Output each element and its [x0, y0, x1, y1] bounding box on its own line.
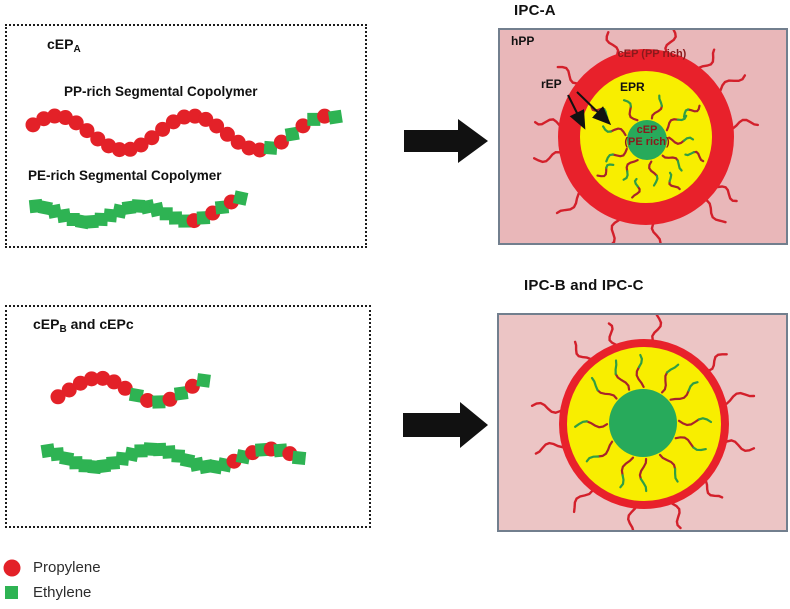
label-cep-a: cEPA	[47, 36, 81, 55]
label-cep-a-sub: A	[73, 44, 81, 55]
label-pp-rich-chain: PP-rich Segmental Copolymer	[64, 84, 258, 99]
ethylene-square-icon	[5, 586, 18, 599]
legend-markers	[3, 559, 21, 599]
legend-label-ethylene: Ethylene	[33, 584, 92, 601]
label-rep: rEP	[541, 77, 562, 91]
label-core-line2: (PE rich)	[624, 136, 670, 148]
label-pe-rich-chain: PE-rich Segmental Copolymer	[28, 168, 222, 183]
label-core-cep-pe-rich: cEP (PE rich)	[612, 124, 682, 148]
arrow-top	[404, 119, 488, 163]
label-cep-bc-rest: and cEPc	[66, 316, 134, 332]
label-hpp: hPP	[511, 34, 535, 48]
label-cep-bc: cEPB and cEPc	[33, 316, 134, 335]
label-cep-bc-sub: B	[59, 324, 67, 335]
ipc-bc-panel	[497, 313, 788, 532]
label-core-line1: cEP	[636, 124, 658, 136]
label-cep-bc-base: cEP	[33, 316, 60, 332]
copolymer-box-a	[5, 24, 367, 248]
arrow-bottom	[403, 402, 488, 448]
title-ipc-b-and-c: IPC-B and IPC-C	[524, 277, 644, 294]
title-ipc-a: IPC-A	[514, 2, 556, 19]
transform-arrows	[403, 119, 488, 448]
label-shell-cep-pp-rich: cEP (PP rich)	[617, 48, 687, 60]
label-epr: EPR	[620, 80, 645, 94]
copolymer-box-bc	[5, 305, 371, 528]
label-cep-a-base: cEP	[47, 36, 74, 52]
legend-label-propylene: Propylene	[33, 559, 101, 576]
propylene-circle-icon	[3, 559, 21, 577]
